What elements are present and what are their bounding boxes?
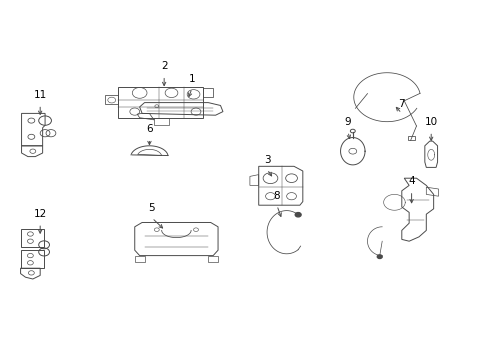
Text: 4: 4 [408,176,415,186]
Text: 2: 2 [161,61,168,71]
Text: 6: 6 [146,124,153,134]
Circle shape [377,255,382,258]
Text: 10: 10 [425,117,438,127]
Text: 5: 5 [148,203,155,213]
Text: 8: 8 [273,191,280,201]
Circle shape [295,212,301,217]
Text: 11: 11 [33,90,47,100]
Text: 9: 9 [344,117,351,127]
Text: 3: 3 [264,155,270,165]
Text: 1: 1 [189,74,196,84]
Bar [118,87,203,118]
Text: 7: 7 [398,99,405,109]
Text: 12: 12 [33,209,47,219]
